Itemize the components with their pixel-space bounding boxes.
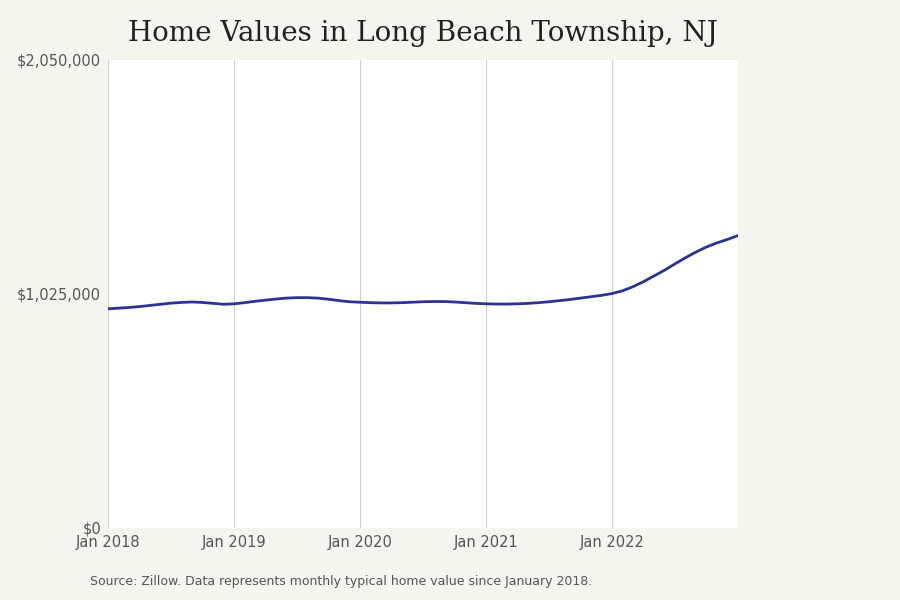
Title: Home Values in Long Beach Township, NJ: Home Values in Long Beach Township, NJ xyxy=(128,20,718,47)
Text: Source: Zillow. Data represents monthly typical home value since January 2018.: Source: Zillow. Data represents monthly … xyxy=(90,575,592,588)
Text: $1,636,194: $1,636,194 xyxy=(0,599,1,600)
